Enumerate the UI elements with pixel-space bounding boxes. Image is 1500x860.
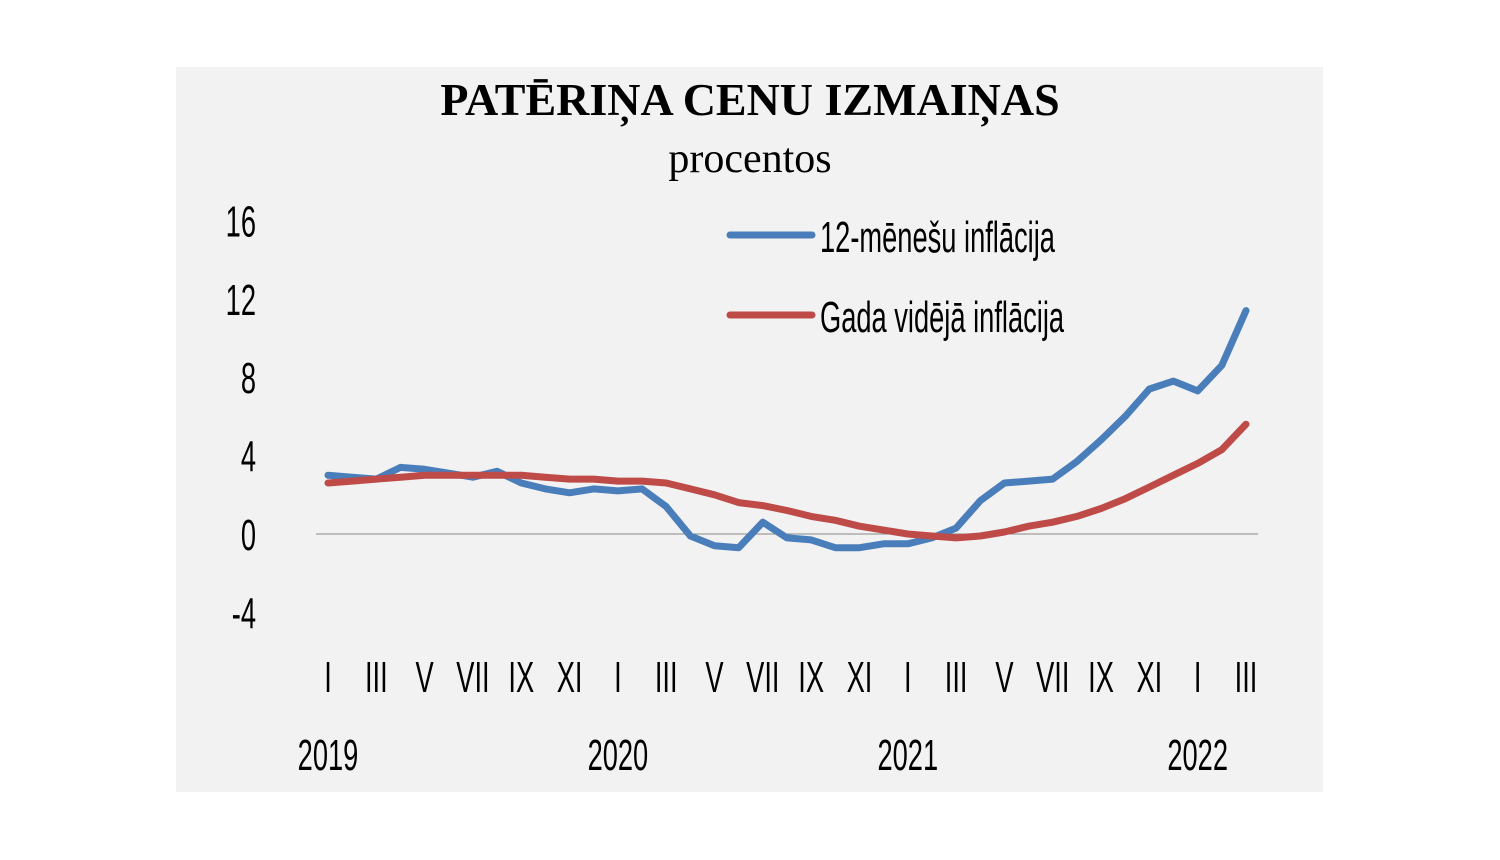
x-month-label: I [614,652,622,701]
x-year-label: 2019 [298,730,359,779]
y-tick-label: 8 [241,354,256,403]
x-month-label: VII [746,652,779,701]
x-month-label: I [324,652,332,701]
y-tick-label: 16 [226,197,256,246]
x-month-label: IX [1088,652,1114,701]
x-year-label: 2020 [588,730,649,779]
x-month-label: IX [508,652,534,701]
y-tick-label: -4 [232,589,256,638]
x-month-label: XI [1136,652,1162,701]
x-month-label: V [995,652,1014,701]
x-month-label: VII [456,652,489,701]
chart-title: PATĒRIŅA CENU IZMAIŅAS [440,74,1059,127]
y-tick-label: 12 [226,275,256,324]
y-tick-label: 4 [241,432,256,481]
x-year-label: 2022 [1167,730,1228,779]
x-month-label: III [945,652,968,701]
x-month-label: III [365,652,388,701]
x-month-label: IX [798,652,824,701]
x-month-label: XI [557,652,583,701]
x-month-label: V [416,652,435,701]
x-month-label: III [1235,652,1258,701]
chart-background [176,67,1323,792]
y-tick-label: 0 [241,510,256,559]
x-month-label: XI [847,652,873,701]
chart-subtitle: procentos [668,136,831,182]
x-month-label: I [1194,652,1202,701]
x-month-label: V [705,652,724,701]
legend-label-annual-average: Gada vidējā inflācija [820,292,1065,341]
legend-label-12-month: 12-mēnešu inflācija [820,212,1055,261]
x-month-label: III [655,652,678,701]
x-month-label: I [904,652,912,701]
x-year-label: 2021 [877,730,938,779]
x-month-label: VII [1036,652,1069,701]
